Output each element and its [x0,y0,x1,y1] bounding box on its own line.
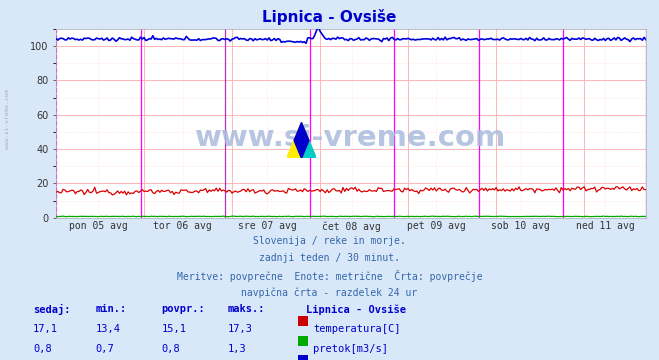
Text: 0,8: 0,8 [161,344,180,354]
Text: temperatura[C]: temperatura[C] [313,324,401,334]
Text: sob 10 avg: sob 10 avg [492,221,550,231]
Text: www.si-vreme.com: www.si-vreme.com [5,89,11,149]
Text: min.:: min.: [96,304,127,314]
Text: čet 08 avg: čet 08 avg [322,221,381,232]
Text: maks.:: maks.: [227,304,265,314]
Polygon shape [302,140,316,158]
Polygon shape [294,122,309,158]
Text: sedaj:: sedaj: [33,304,71,315]
Text: povpr.:: povpr.: [161,304,205,314]
Polygon shape [287,122,316,158]
Text: 17,1: 17,1 [33,324,58,334]
Text: 15,1: 15,1 [161,324,186,334]
Text: 1,3: 1,3 [227,344,246,354]
Text: pet 09 avg: pet 09 avg [407,221,466,231]
Text: navpična črta - razdelek 24 ur: navpična črta - razdelek 24 ur [241,288,418,298]
Text: sre 07 avg: sre 07 avg [238,221,297,231]
Text: Meritve: povprečne  Enote: metrične  Črta: povprečje: Meritve: povprečne Enote: metrične Črta:… [177,270,482,282]
Text: pretok[m3/s]: pretok[m3/s] [313,344,388,354]
Text: ned 11 avg: ned 11 avg [576,221,635,231]
Text: 0,8: 0,8 [33,344,51,354]
Text: Lipnica - Ovsiše: Lipnica - Ovsiše [306,304,407,315]
Text: 13,4: 13,4 [96,324,121,334]
Text: tor 06 avg: tor 06 avg [154,221,212,231]
Text: 0,7: 0,7 [96,344,114,354]
Text: pon 05 avg: pon 05 avg [69,221,128,231]
Text: 17,3: 17,3 [227,324,252,334]
Text: www.si-vreme.com: www.si-vreme.com [195,125,507,152]
Text: zadnji teden / 30 minut.: zadnji teden / 30 minut. [259,253,400,263]
Text: Slovenija / reke in morje.: Slovenija / reke in morje. [253,236,406,246]
Text: Lipnica - Ovsiše: Lipnica - Ovsiše [262,9,397,25]
